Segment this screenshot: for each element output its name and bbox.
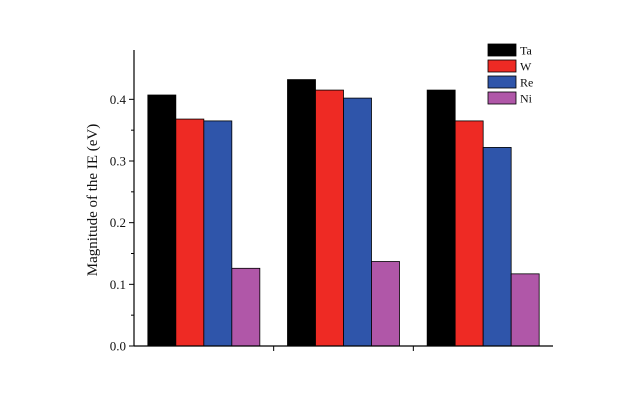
bar-ta	[287, 79, 316, 347]
y-axis-title: Magnitude of the IE (eV)	[85, 124, 101, 276]
legend-swatch-w	[487, 59, 517, 73]
plot-area: 0.0 0.1 0.2 0.3 0.4	[110, 50, 553, 354]
bar-ni	[510, 273, 540, 347]
y-tick-label: 0.0	[110, 339, 126, 354]
bar-ta	[426, 89, 456, 347]
y-tick-label: 0.4	[110, 92, 127, 107]
legend-swatch-ni	[487, 91, 517, 105]
legend-label-w: W	[520, 60, 532, 74]
y-tick-label: 0.2	[110, 215, 126, 230]
bar-ni	[231, 267, 261, 347]
bar-re	[203, 120, 233, 347]
y-tick-label: 0.1	[110, 277, 126, 292]
legend: Ta W Re Ni	[487, 43, 533, 106]
y-tick-label: 0.3	[110, 154, 126, 169]
bar-w	[315, 89, 344, 347]
legend-label-ta: Ta	[520, 44, 532, 58]
legend-swatch-ta	[487, 43, 517, 57]
bar-re	[343, 97, 372, 347]
bar-re	[482, 147, 512, 347]
legend-label-re: Re	[520, 76, 533, 90]
legend-label-ni: Ni	[520, 92, 533, 106]
bar-w	[454, 120, 484, 347]
bar-w	[175, 118, 205, 347]
bar-ta	[147, 94, 177, 347]
bar-ni	[371, 261, 400, 347]
legend-swatch-re	[487, 75, 517, 89]
